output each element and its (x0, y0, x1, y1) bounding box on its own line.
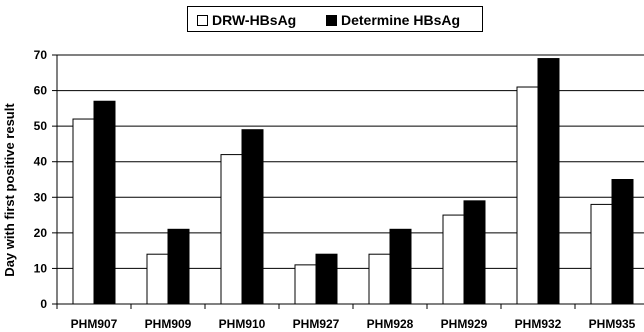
bar-phm909-determine (167, 228, 190, 305)
legend-swatch-determine (326, 15, 337, 26)
legend-item-drw: DRW-HBsAg (197, 12, 296, 28)
bar-phm907-determine (93, 100, 116, 305)
x-tick-label-phm910: PHM910 (219, 317, 266, 331)
bar-phm927-drw (294, 264, 317, 305)
x-tick-label-phm907: PHM907 (71, 317, 118, 331)
x-tick-label-phm929: PHM929 (441, 317, 488, 331)
bar-phm910-determine (241, 129, 264, 305)
x-tick-label-phm927: PHM927 (293, 317, 340, 331)
y-tick-label-30: 30 (34, 190, 48, 204)
x-tick-label-phm909: PHM909 (145, 317, 192, 331)
bar-phm932-drw (516, 86, 539, 305)
y-tick-label-50: 50 (34, 119, 48, 133)
x-tick-label-phm935: PHM935 (589, 317, 636, 331)
x-tick-label-phm932: PHM932 (515, 317, 562, 331)
legend-item-determine: Determine HBsAg (326, 12, 460, 28)
bar-phm928-determine (389, 228, 412, 305)
y-tick-label-10: 10 (34, 261, 48, 275)
y-tick-label-20: 20 (34, 226, 48, 240)
y-tick-label-0: 0 (40, 297, 47, 311)
bar-phm935-determine (611, 179, 634, 305)
bar-phm929-drw (442, 214, 465, 305)
y-tick-label-60: 60 (34, 84, 48, 98)
legend-label-drw: DRW-HBsAg (212, 12, 297, 28)
y-tick-label-40: 40 (34, 155, 48, 169)
y-tick-label-70: 70 (34, 48, 48, 62)
bar-phm932-determine (537, 58, 560, 305)
legend-swatch-drw (197, 15, 208, 26)
bar-phm928-drw (368, 253, 391, 305)
legend: DRW-HBsAg Determine HBsAg (187, 6, 483, 32)
bar-phm909-drw (146, 253, 169, 305)
bar-phm935-drw (590, 203, 613, 305)
bar-phm907-drw (72, 118, 95, 305)
bar-phm929-determine (463, 200, 486, 305)
x-tick-label-phm928: PHM928 (367, 317, 414, 331)
legend-label-determine: Determine HBsAg (341, 12, 461, 28)
bar-phm910-drw (220, 154, 243, 305)
bar-phm927-determine (315, 253, 338, 305)
